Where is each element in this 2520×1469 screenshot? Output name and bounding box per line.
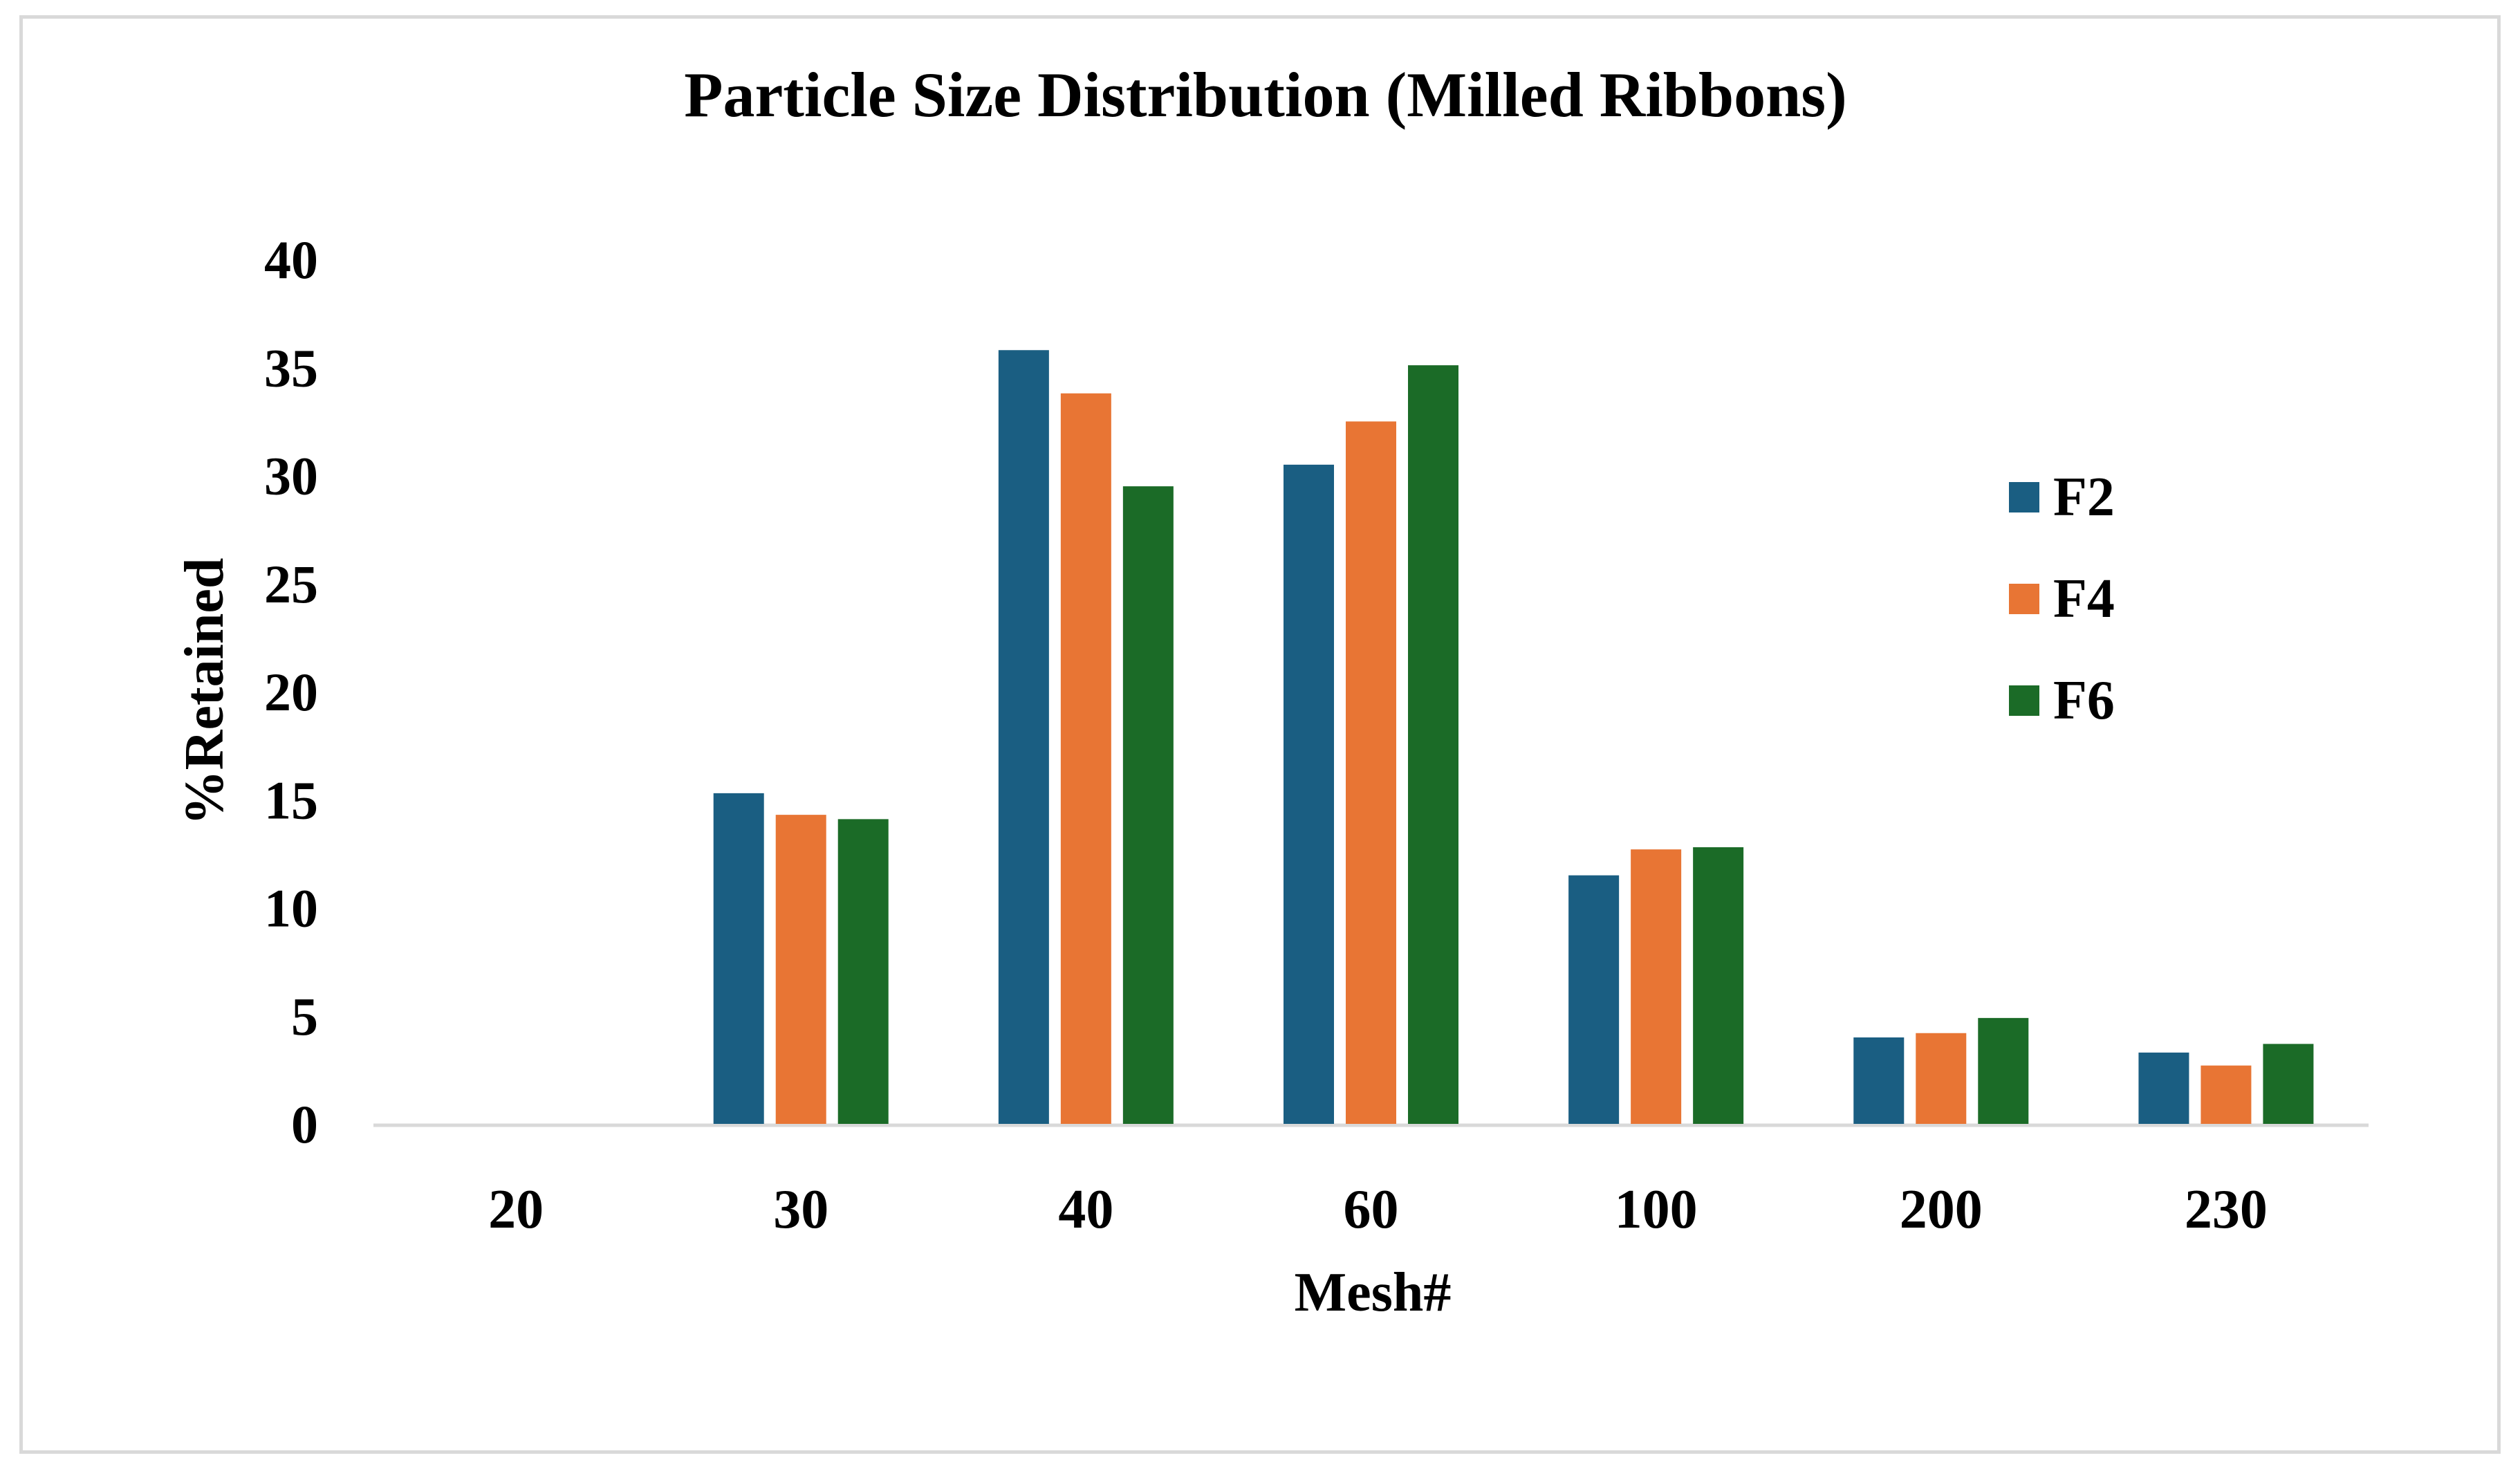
- y-tick-label: 30: [264, 446, 318, 506]
- bars: [713, 350, 2314, 1124]
- y-tick-label: 20: [264, 662, 318, 722]
- bar-F4-60: [1346, 421, 1396, 1124]
- x-tick-label: 100: [1615, 1179, 1698, 1240]
- x-tick-label: 60: [1344, 1179, 1399, 1240]
- bar-F2-60: [1284, 464, 1334, 1124]
- x-tick-label: 200: [1900, 1179, 1983, 1240]
- bar-F4-100: [1631, 849, 1682, 1124]
- legend: F2 F4 F6: [2009, 467, 2115, 731]
- bar-F2-40: [998, 350, 1049, 1124]
- bar-F2-230: [2138, 1052, 2189, 1124]
- legend-label-F6: F6: [2053, 670, 2115, 731]
- x-axis-label: Mesh#: [1295, 1262, 1452, 1323]
- bar-F4-30: [775, 815, 826, 1124]
- bar-F6-60: [1408, 365, 1458, 1124]
- bar-F4-40: [1060, 393, 1111, 1124]
- bar-F6-40: [1122, 486, 1174, 1124]
- y-axis-ticks: 0 5 10 15 20 25 30 35 40: [264, 230, 318, 1154]
- x-axis-ticks: 20 30 40 60 100 200 230: [488, 1179, 2268, 1240]
- chart-frame: [19, 15, 2501, 1454]
- legend-label-F4: F4: [2053, 569, 2115, 629]
- bar-F6-100: [1693, 847, 1744, 1124]
- y-tick-label: 35: [264, 338, 318, 398]
- chart-title: Particle Size Distribution (Milled Ribbo…: [684, 59, 1846, 130]
- y-tick-label: 10: [264, 878, 318, 939]
- x-tick-label: 230: [2185, 1179, 2268, 1240]
- x-tick-label: 40: [1058, 1179, 1113, 1240]
- y-tick-label: 40: [264, 230, 318, 290]
- legend-label-F2: F2: [2053, 467, 2115, 528]
- legend-swatch-F6: [2009, 685, 2039, 716]
- y-axis-label: %Retained: [174, 558, 235, 826]
- y-tick-label: 0: [291, 1094, 318, 1154]
- legend-swatch-F4: [2009, 584, 2039, 614]
- bar-F2-100: [1568, 875, 1620, 1124]
- legend-swatch-F2: [2009, 482, 2039, 512]
- bar-F6-230: [2263, 1044, 2314, 1124]
- bar-F6-30: [837, 819, 889, 1124]
- bar-F4-230: [2201, 1065, 2252, 1124]
- y-tick-label: 15: [264, 770, 318, 830]
- x-tick-label: 30: [773, 1179, 828, 1240]
- bar-F4-200: [1916, 1033, 1967, 1124]
- x-tick-label: 20: [488, 1179, 544, 1240]
- bar-F2-200: [1853, 1037, 1905, 1124]
- y-tick-label: 5: [291, 986, 318, 1046]
- bar-F2-30: [713, 793, 764, 1124]
- y-tick-label: 25: [264, 554, 318, 614]
- bar-F6-200: [1978, 1017, 2029, 1124]
